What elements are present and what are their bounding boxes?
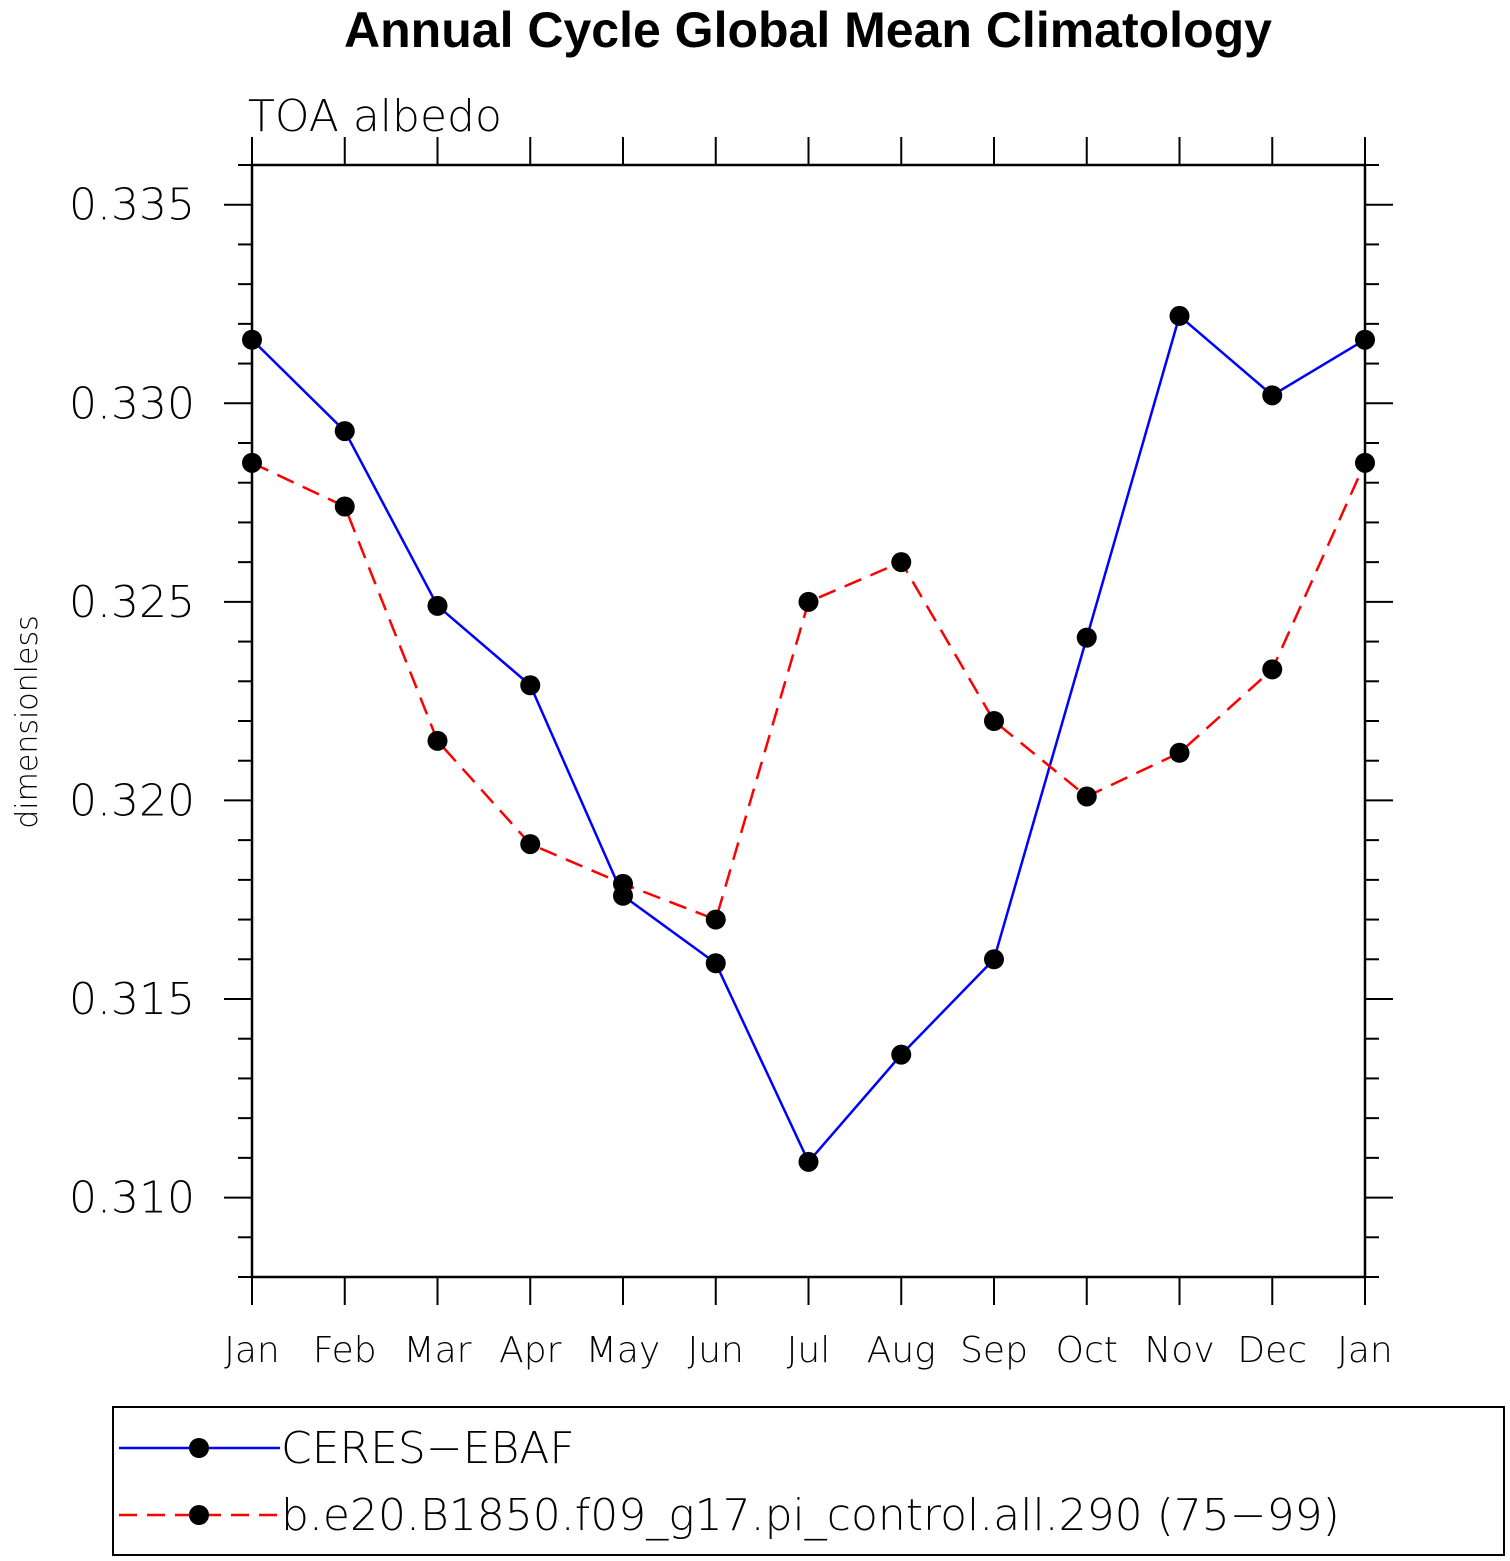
data-point-series-1: [520, 834, 541, 855]
y-tick-label: 0.315: [69, 974, 195, 1025]
data-point-series-1: [613, 873, 633, 894]
data-point-series-1: [1355, 452, 1375, 473]
x-tick-label: Apr: [499, 1330, 561, 1371]
data-point-series-0: [520, 675, 541, 696]
data-point-series-1: [984, 711, 1004, 731]
x-tick-label: Dec: [1237, 1330, 1307, 1371]
data-point-series-1: [705, 909, 726, 930]
y-tick-label: 0.330: [69, 378, 195, 429]
y-tick-labels: 0.310 0.315 0.320 0.325 0.330 0.335: [69, 180, 195, 1224]
axis-ticks: [224, 137, 1393, 1305]
y-tick-label: 0.310: [69, 1173, 195, 1224]
data-point-series-0: [1076, 627, 1097, 648]
data-point-series-1: [242, 452, 262, 473]
legend-label-model: b.e20.B1850.f09_g17.pi_control.all.290 (…: [281, 1490, 1340, 1541]
chart-subtitle: TOA albedo: [248, 91, 502, 142]
data-point-series-0: [891, 1044, 912, 1065]
data-point-series-0: [984, 949, 1004, 970]
data-point-series-0: [427, 595, 448, 616]
data-point-series-0: [242, 329, 262, 350]
y-tick-label: 0.325: [69, 577, 195, 628]
data-point-series-1: [891, 552, 912, 573]
x-tick-label: Feb: [313, 1330, 377, 1371]
x-tick-label: Jan: [224, 1330, 280, 1371]
data-point-series-0: [334, 421, 355, 442]
data-point-series-0: [705, 953, 726, 974]
y-axis-label: dimensionless: [10, 615, 45, 828]
legend-marker-model: [189, 1505, 209, 1525]
data-point-series-1: [1169, 742, 1190, 763]
x-tick-labels: Jan Feb Mar Apr May Jun Jul Aug Sep Oct Nov Dec Jan: [224, 1330, 1393, 1371]
data-point-series-1: [427, 730, 448, 751]
legend-marker-ceres: [189, 1438, 209, 1458]
x-tick-label: Mar: [404, 1330, 472, 1371]
series-line-1: [251, 461, 1367, 921]
x-tick-label: Oct: [1056, 1330, 1118, 1371]
y-tick-label: 0.335: [69, 180, 195, 231]
data-point-series-0: [1262, 385, 1283, 406]
x-tick-label: Jul: [787, 1330, 830, 1371]
data-point-series-0: [798, 1151, 819, 1172]
y-tick-label: 0.320: [69, 775, 195, 826]
x-tick-label: Jun: [688, 1330, 744, 1371]
data-point-series-0: [1169, 305, 1190, 326]
x-tick-label: Jan: [1337, 1330, 1393, 1371]
legend-box: [112, 1406, 1505, 1556]
data-point-series-1: [1262, 659, 1283, 680]
data-point-series-1: [1076, 786, 1097, 807]
data-point-series-0: [1355, 329, 1375, 350]
x-tick-label: Aug: [867, 1330, 936, 1371]
data-point-series-1: [798, 591, 819, 612]
x-tick-label: Nov: [1144, 1330, 1214, 1371]
series-line-0: [251, 314, 1366, 1164]
x-tick-label: Sep: [960, 1330, 1028, 1371]
x-tick-label: May: [586, 1330, 660, 1371]
series-lines: [251, 314, 1367, 1164]
legend: CERES−EBAF b.e20.B1850.f09_g17.pi_contro…: [112, 1406, 1505, 1556]
data-point-series-1: [334, 496, 355, 517]
data-points: [242, 305, 1375, 1172]
chart-title: Annual Cycle Global Mean Climatology: [344, 2, 1272, 58]
legend-label-ceres: CERES−EBAF: [281, 1423, 575, 1474]
